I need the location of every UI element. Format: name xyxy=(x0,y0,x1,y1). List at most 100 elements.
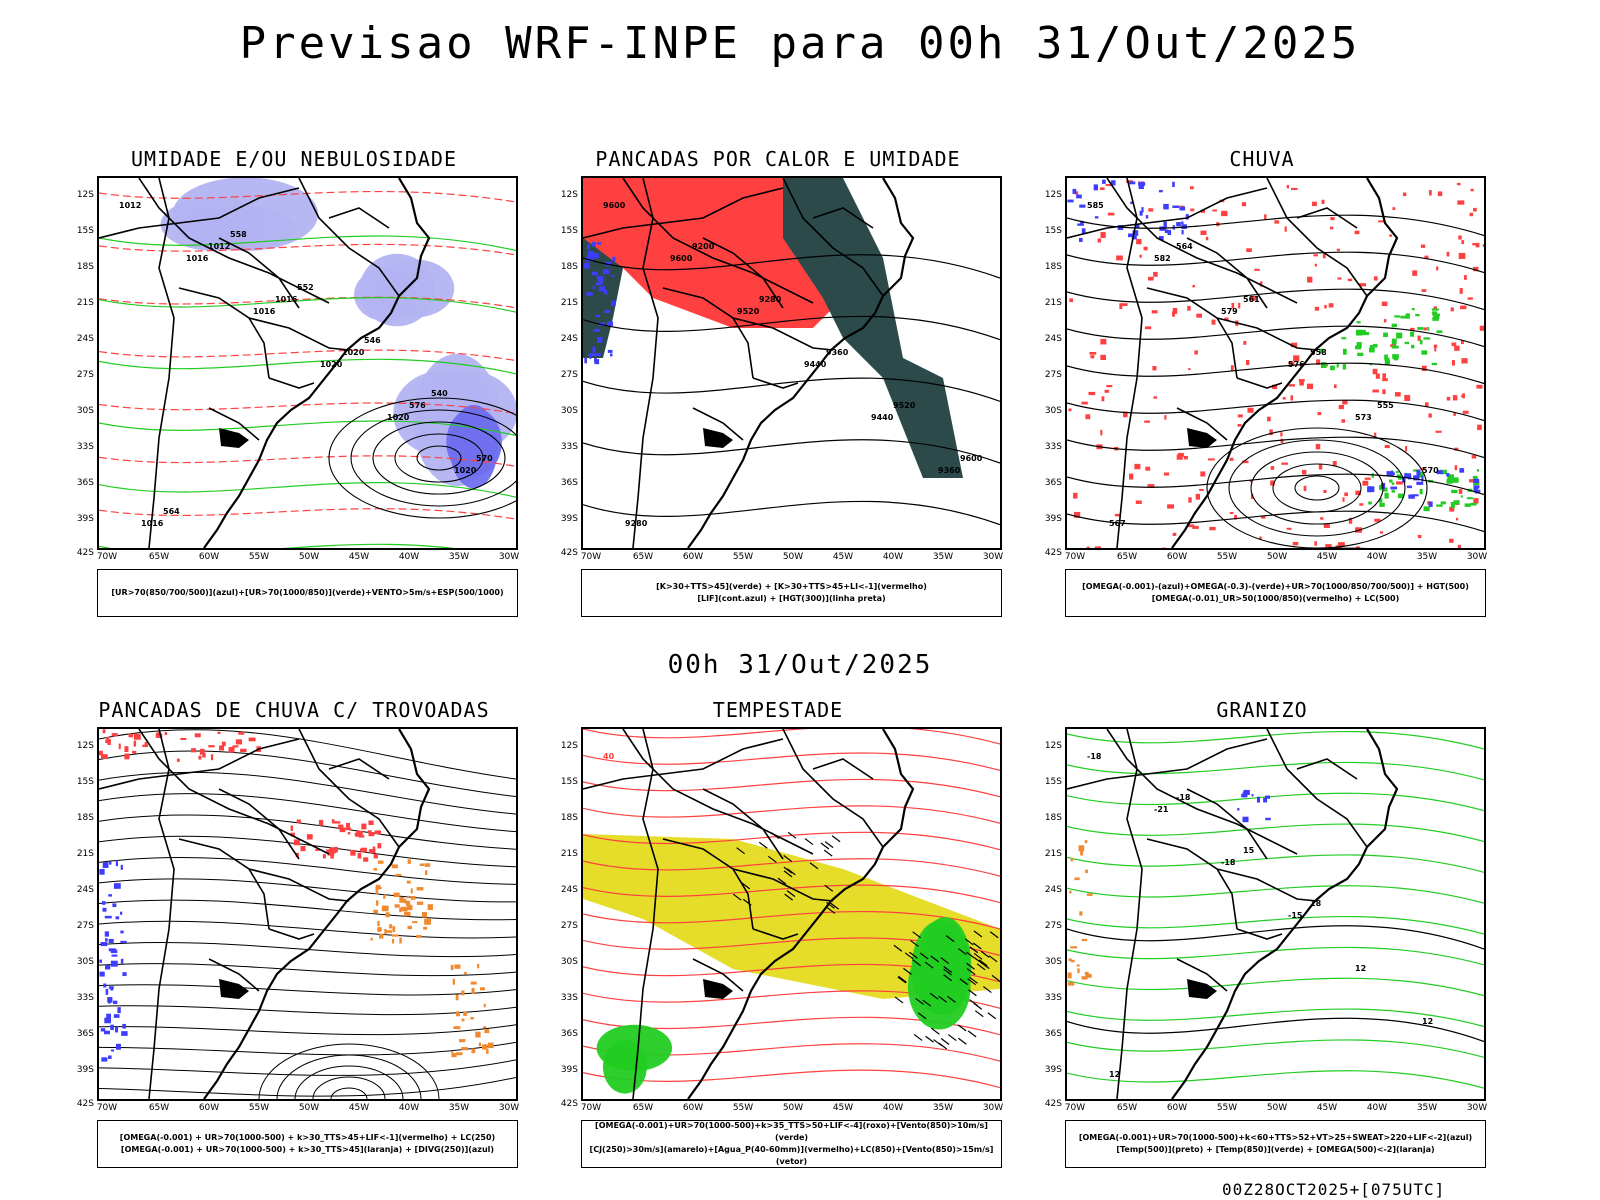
state-border xyxy=(138,729,330,855)
rain-area xyxy=(1164,415,1167,420)
lat-label: 33S xyxy=(560,993,578,1003)
wind-vector xyxy=(783,866,793,874)
panel-legend: [UR>70(850/700/500)](azul)+[UR>70(1000/8… xyxy=(97,569,518,617)
storm-area xyxy=(470,981,477,985)
rain-area xyxy=(1332,460,1337,467)
omega-area xyxy=(1093,184,1098,191)
rain-area xyxy=(1176,454,1183,460)
rain-area xyxy=(1199,488,1204,491)
rain-area xyxy=(1374,518,1381,522)
lon-label: 55W xyxy=(732,1103,754,1113)
omega-area xyxy=(1383,332,1388,338)
hail-area xyxy=(1265,817,1271,821)
rain-area xyxy=(1379,531,1384,534)
lat-label: 36S xyxy=(1044,1029,1062,1039)
wind-vector xyxy=(973,930,983,938)
contour-label: 579 xyxy=(1221,307,1238,316)
contour-label: 9360 xyxy=(826,348,849,357)
coastline xyxy=(687,729,915,1099)
storm-area xyxy=(406,880,411,884)
state-border xyxy=(782,729,884,848)
storm-area xyxy=(391,938,395,944)
omega-area xyxy=(1436,470,1443,475)
omega-area xyxy=(1427,326,1430,331)
rain-area xyxy=(1234,515,1237,520)
storm-area xyxy=(375,889,379,895)
water-contour xyxy=(583,752,1000,772)
wind-vector xyxy=(988,955,998,963)
lat-label: 18S xyxy=(1044,262,1062,272)
rain-area xyxy=(1290,342,1298,348)
lagoon xyxy=(219,428,249,448)
state-border xyxy=(298,178,400,297)
storm-area xyxy=(219,745,225,751)
lon-label: 55W xyxy=(1216,552,1238,562)
storm-area xyxy=(357,852,362,859)
rain-area xyxy=(1288,361,1295,365)
lon-label: 60W xyxy=(198,1103,220,1113)
rain-area xyxy=(1338,542,1345,547)
hail-area xyxy=(1263,797,1268,803)
omega-area xyxy=(1459,468,1465,473)
storm-area xyxy=(375,900,379,906)
run-info: 00Z28OCT2025+[075UTC] xyxy=(1222,1180,1446,1199)
rain-area xyxy=(1323,523,1330,529)
rain-area xyxy=(1229,457,1234,461)
lon-label: 50W xyxy=(1266,1103,1288,1113)
rain-area xyxy=(1254,268,1260,271)
rain-area xyxy=(1089,351,1097,355)
rain-area xyxy=(1243,340,1247,345)
wind-vector xyxy=(924,961,934,969)
rain-area xyxy=(1359,503,1364,506)
storm-area xyxy=(427,904,433,911)
omega-area xyxy=(1473,485,1480,489)
rain-area xyxy=(1147,276,1154,281)
state-border xyxy=(1296,758,1358,780)
divergence-area xyxy=(104,1017,111,1024)
map-svg: 585 582 579 576 573 570 567 564 561 558 555 xyxy=(1067,178,1484,548)
lon-label: 40W xyxy=(1366,552,1388,562)
omega-area xyxy=(1419,339,1423,345)
lat-label: 27S xyxy=(76,370,94,380)
omega-area xyxy=(1067,982,1075,986)
omega-area xyxy=(1069,890,1072,894)
wind-vector xyxy=(972,942,982,950)
rain-area xyxy=(1457,200,1465,205)
storm-area xyxy=(419,863,425,866)
lat-label: 12S xyxy=(560,190,578,200)
omega-area xyxy=(1390,486,1398,490)
isoline xyxy=(99,235,516,252)
lat-label: 21S xyxy=(76,849,94,859)
rain-area xyxy=(1172,532,1177,536)
storm-area xyxy=(484,1029,490,1034)
omega-area xyxy=(1460,495,1463,498)
lat-label: 30S xyxy=(560,406,578,416)
coastline xyxy=(1171,178,1399,548)
omega-area xyxy=(1086,893,1093,896)
storm-area xyxy=(347,832,351,835)
storm-area xyxy=(315,848,320,851)
wind-vector xyxy=(922,999,932,1007)
rain-area xyxy=(1323,489,1327,494)
lon-label: 60W xyxy=(1166,552,1188,562)
rain-area xyxy=(1314,306,1320,311)
lon-label: 55W xyxy=(248,552,270,562)
lif-contour xyxy=(599,286,606,292)
contour-label: 9280 xyxy=(625,519,648,528)
lat-label: 36S xyxy=(560,478,578,488)
rain-area xyxy=(1281,462,1289,465)
rain-area xyxy=(1458,235,1462,240)
streamline xyxy=(99,1059,516,1076)
moisture-area xyxy=(449,404,498,489)
storm-area xyxy=(128,733,133,738)
streamline xyxy=(99,878,516,903)
rain-area xyxy=(1356,546,1360,548)
lat-label: 24S xyxy=(1044,885,1062,895)
storm-area xyxy=(450,964,454,970)
omega-area xyxy=(1453,500,1460,505)
storm-area xyxy=(403,898,407,904)
rain-area xyxy=(1188,497,1192,503)
lif-contour xyxy=(604,289,608,295)
rain-area xyxy=(1460,305,1467,310)
rain-area xyxy=(1420,244,1426,248)
